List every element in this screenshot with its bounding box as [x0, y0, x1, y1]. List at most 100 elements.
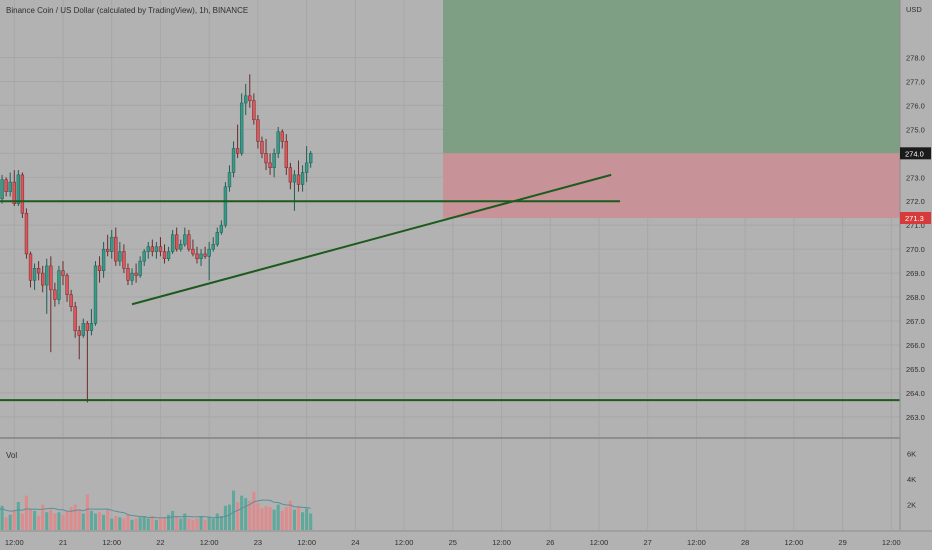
- volume-bar: [130, 519, 134, 530]
- candle-body: [244, 95, 248, 104]
- candle-body: [32, 268, 37, 281]
- candle-body: [256, 119, 260, 142]
- candle-body: [134, 272, 138, 276]
- volume-bar: [207, 517, 211, 530]
- volume-bar: [231, 490, 236, 530]
- volume-bar: [175, 517, 179, 530]
- volume-bar: [219, 516, 223, 530]
- volume-bar: [223, 505, 227, 530]
- volume-bar: [268, 507, 272, 530]
- price-tick-label: 269.0: [906, 269, 925, 278]
- volume-bar: [126, 514, 130, 530]
- candle-body: [264, 153, 268, 164]
- volume-bar: [4, 517, 8, 530]
- candle-body: [24, 212, 29, 255]
- volume-bar: [53, 513, 57, 530]
- volume-bar: [191, 519, 195, 530]
- candle-body: [292, 174, 297, 183]
- candle-body: [89, 323, 94, 331]
- volume-bar: [110, 518, 114, 530]
- price-axis-background: [900, 0, 932, 550]
- candle-body: [252, 100, 256, 121]
- volume-bar: [24, 495, 28, 530]
- volume-bar: [41, 504, 45, 530]
- volume-bar: [142, 516, 146, 530]
- time-tick-label: 12:00: [102, 538, 121, 547]
- volume-bar: [305, 508, 309, 530]
- volume-bar: [33, 510, 37, 530]
- volume-bar: [102, 514, 106, 530]
- price-tick-label: 278.0: [906, 53, 925, 62]
- volume-bar: [81, 513, 85, 530]
- symbol-title: Binance Coin / US Dollar (calculated by …: [6, 6, 248, 15]
- candle-body: [280, 131, 284, 142]
- volume-bar: [280, 510, 284, 530]
- candle-body: [150, 246, 155, 252]
- volume-bar: [98, 512, 102, 530]
- candle-body: [126, 268, 130, 281]
- volume-tick-label: 2K: [907, 501, 916, 510]
- candle-body: [227, 172, 232, 188]
- candle-body: [130, 272, 134, 281]
- candle-body: [158, 246, 163, 252]
- time-tick-label: 21: [59, 538, 67, 547]
- candle-body: [69, 294, 73, 307]
- candle-body: [284, 141, 288, 168]
- currency-label: USD: [906, 5, 922, 14]
- time-tick-label: 12:00: [5, 538, 24, 547]
- volume-bar: [158, 518, 162, 530]
- volume-bar: [118, 517, 122, 530]
- volume-bar: [309, 513, 313, 530]
- volume-bar: [292, 509, 296, 530]
- volume-bar: [195, 518, 199, 530]
- volume-bar: [0, 505, 4, 530]
- stop-price-badge: [900, 212, 931, 224]
- price-tick-label: 276.0: [906, 101, 925, 110]
- volume-bar: [146, 518, 150, 530]
- volume-series: [0, 490, 313, 530]
- time-tick-label: 12:00: [297, 538, 316, 547]
- candle-body: [219, 224, 224, 233]
- candle-body: [61, 270, 65, 276]
- candle-body: [85, 323, 90, 331]
- volume-bar: [69, 507, 73, 530]
- price-tick-label: 270.0: [906, 245, 925, 254]
- candle-body: [199, 253, 203, 259]
- candle-body: [215, 232, 219, 245]
- time-tick-label: 22: [156, 538, 164, 547]
- candle-body: [154, 246, 159, 252]
- candle-body: [207, 248, 211, 257]
- volume-bar: [227, 504, 232, 530]
- volume-bar: [260, 508, 264, 530]
- candle-body: [8, 181, 12, 192]
- time-tick-label: 27: [644, 538, 652, 547]
- volume-bar: [16, 502, 20, 530]
- candle-body: [105, 248, 110, 252]
- candle-body: [114, 236, 118, 262]
- candle-body: [300, 172, 305, 185]
- ascending-trendline: [131, 173, 612, 306]
- volume-bar: [215, 513, 219, 530]
- volume-bar: [248, 500, 252, 530]
- time-tick-label: 26: [546, 538, 554, 547]
- candle-body: [77, 330, 81, 336]
- time-tick-label: 12:00: [590, 538, 609, 547]
- volume-bar: [179, 518, 183, 530]
- volume-bar: [296, 505, 301, 530]
- candle-body: [28, 253, 33, 281]
- target-zone: [443, 0, 900, 154]
- volume-bar: [65, 510, 69, 530]
- volume-bar: [138, 517, 142, 530]
- candle-body: [97, 265, 102, 271]
- volume-bar: [240, 495, 244, 530]
- volume-bar: [20, 513, 24, 530]
- candle-body: [260, 141, 264, 154]
- volume-bar: [199, 516, 203, 530]
- candle-series: [0, 74, 313, 403]
- candle-body: [101, 248, 106, 271]
- volume-bar: [256, 503, 260, 530]
- candle-body: [276, 131, 280, 154]
- drawn-lines[interactable]: [0, 173, 900, 402]
- volume-bar: [301, 512, 305, 530]
